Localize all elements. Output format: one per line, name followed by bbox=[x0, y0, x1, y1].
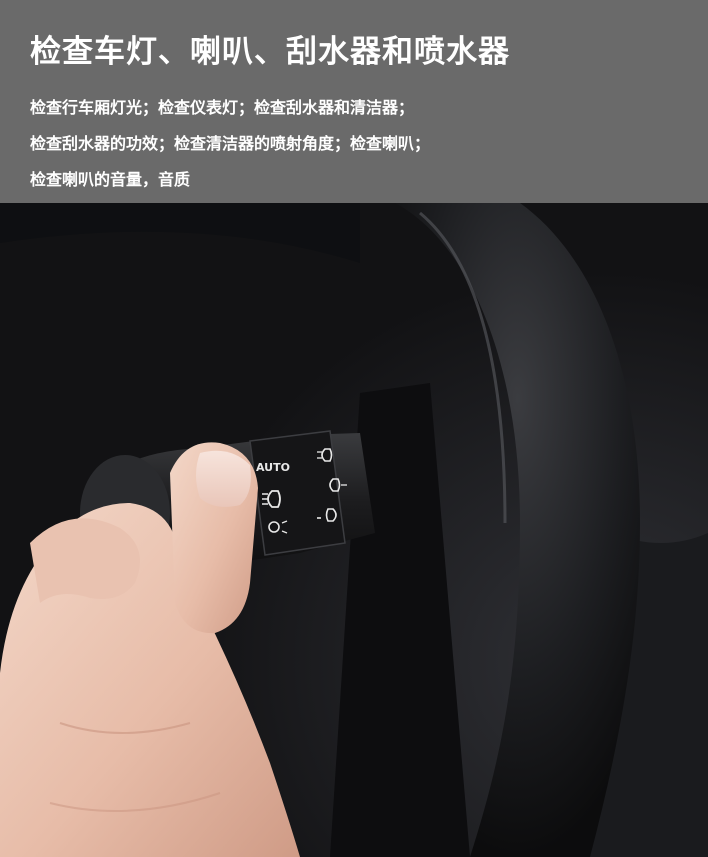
description-line-2: 检查刮水器的功效；检查清洁器的喷射角度；检查喇叭； bbox=[30, 134, 431, 153]
page-title: 检查车灯、喇叭、刮水器和喷水器 bbox=[30, 34, 510, 70]
hand bbox=[0, 442, 300, 857]
front-fog-icon bbox=[317, 448, 333, 462]
photo-steering-wheel-light-stalk: AUTO bbox=[0, 203, 708, 857]
dashboard-top-shadow bbox=[0, 203, 360, 263]
photo-illustration: AUTO bbox=[0, 203, 708, 857]
description-line-3: 检查喇叭的音量，音质 bbox=[30, 170, 191, 189]
steering-wheel-highlight bbox=[419, 211, 507, 524]
description-line-1: 检查行车厢灯光；检查仪表灯；检查刮水器和清洁器； bbox=[30, 98, 415, 117]
thumbnail bbox=[196, 450, 251, 507]
header-banner: 检查车灯、喇叭、刮水器和喷水器 检查行车厢灯光；检查仪表灯；检查刮水器和清洁器；… bbox=[0, 0, 708, 203]
hand-crease bbox=[59, 722, 191, 734]
steering-wheel-rim bbox=[395, 203, 640, 857]
index-finger bbox=[30, 518, 140, 603]
fog-light-icon bbox=[329, 478, 347, 492]
stalk-rotary-switch[interactable] bbox=[249, 430, 346, 556]
hand-crease-lower bbox=[49, 792, 221, 812]
parking-light-icon bbox=[268, 520, 288, 534]
rear-fog-icon bbox=[317, 508, 337, 522]
stalk-auto-label: AUTO bbox=[256, 461, 290, 474]
headlight-icon bbox=[262, 490, 281, 508]
